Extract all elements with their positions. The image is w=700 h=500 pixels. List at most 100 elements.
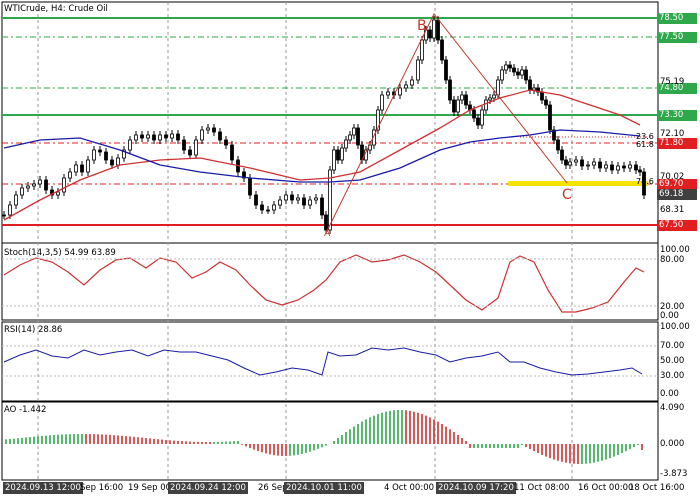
- stoch-tick: 20.00: [660, 302, 685, 312]
- ao-bar: [333, 440, 335, 444]
- ao-bar: [357, 424, 359, 444]
- candle-body: [376, 109, 380, 131]
- ao-bar: [225, 441, 227, 444]
- ao-bar: [497, 444, 499, 448]
- candle-body: [50, 189, 54, 196]
- candle-body: [616, 165, 620, 171]
- ao-bar: [77, 434, 79, 444]
- ao-bar: [221, 441, 223, 444]
- candle-body: [2, 214, 6, 217]
- ao-bar: [493, 444, 495, 448]
- ao-bar: [93, 434, 95, 444]
- ao-bar: [113, 435, 115, 444]
- candle-body: [242, 171, 246, 179]
- ao-bar: [309, 444, 311, 452]
- candle-body: [352, 127, 356, 136]
- candle-body: [634, 164, 638, 171]
- candle-body: [586, 164, 590, 167]
- candle-body: [480, 109, 484, 126]
- ao-bar: [629, 444, 631, 450]
- candle-body: [314, 197, 318, 201]
- ao-bar: [565, 444, 567, 463]
- ao-bar: [141, 437, 143, 444]
- ao-bar: [505, 444, 507, 448]
- candle-body: [568, 161, 572, 166]
- candle-body: [116, 157, 120, 166]
- ao-bar: [481, 444, 483, 448]
- candle-body: [62, 177, 66, 193]
- candle-body: [580, 159, 584, 167]
- candle-body: [404, 84, 408, 89]
- stoch-tick: 0.00: [660, 311, 679, 321]
- ao-bar: [105, 434, 107, 444]
- candle-body: [340, 147, 344, 161]
- candle-body: [492, 94, 496, 99]
- fib-label-23-6: 23.6: [636, 132, 654, 141]
- candle-body: [176, 133, 180, 141]
- time-label: 2024.10.09 17:20: [436, 482, 516, 494]
- level-badge-71-80: 71.80: [657, 138, 697, 149]
- rsi-title: RSI(14) 28.86: [4, 325, 63, 335]
- ao-bar: [145, 438, 147, 444]
- ao-bar: [349, 429, 351, 444]
- rsi-tick: 50.00: [660, 356, 685, 366]
- candle-body: [416, 59, 420, 81]
- ao-bar: [185, 441, 187, 444]
- candle-body: [540, 91, 544, 101]
- ao-bar: [129, 436, 131, 444]
- ao-bar: [257, 444, 259, 452]
- time-label: 11 Oct 08:00: [514, 483, 570, 493]
- candle-body: [32, 183, 36, 187]
- ao-bar: [593, 444, 595, 463]
- ao-bar: [633, 444, 635, 448]
- ao-bar: [121, 435, 123, 444]
- candle-body: [332, 149, 336, 171]
- candle-body: [444, 59, 448, 81]
- ao-bar: [537, 444, 539, 454]
- ao-bar: [569, 444, 571, 464]
- ao-bar: [133, 436, 135, 444]
- ao-bar: [429, 417, 431, 444]
- ao-bar: [57, 434, 59, 444]
- candle-body: [260, 204, 264, 211]
- candle-body: [604, 164, 608, 169]
- candle-body: [98, 149, 102, 153]
- ao-bar: [169, 440, 171, 444]
- candle-body: [80, 164, 84, 173]
- candle-body: [44, 179, 48, 191]
- ao-bar: [285, 444, 287, 456]
- ao-bar: [449, 429, 451, 444]
- panel-frame: [1, 321, 659, 402]
- candle-body: [484, 99, 488, 111]
- candle-body: [110, 159, 114, 166]
- ao-bar: [189, 441, 191, 444]
- ao-bar: [277, 444, 279, 456]
- candle-body: [86, 159, 90, 173]
- candle-body: [92, 149, 96, 161]
- ao-bar: [513, 444, 515, 448]
- level-badge-69-70: 69.70: [657, 179, 697, 190]
- ao-bar: [13, 438, 15, 444]
- price-badge-69-18: 69.18: [657, 189, 697, 200]
- candle-body: [170, 133, 174, 139]
- ao-bar: [17, 438, 19, 444]
- price-tick: 68.31: [660, 205, 685, 215]
- rsi-tick: 30.00: [660, 371, 685, 381]
- ao-bar: [137, 437, 139, 444]
- candle-body: [356, 127, 360, 146]
- wave-point-c: C: [562, 187, 572, 203]
- ao-bar: [421, 414, 423, 444]
- ao-bar: [389, 410, 391, 444]
- time-label: 18 Oct 16:00: [629, 483, 685, 493]
- candle-body: [68, 171, 72, 179]
- ao-bar: [553, 444, 555, 460]
- ao-bar: [353, 426, 355, 444]
- candle-body: [278, 199, 282, 206]
- ao-bar: [41, 435, 43, 444]
- ao-bar: [237, 440, 239, 444]
- price-tick: 75.19: [660, 77, 685, 87]
- candle-body: [508, 64, 512, 69]
- ao-bar: [177, 440, 179, 444]
- ao-bar: [157, 439, 159, 444]
